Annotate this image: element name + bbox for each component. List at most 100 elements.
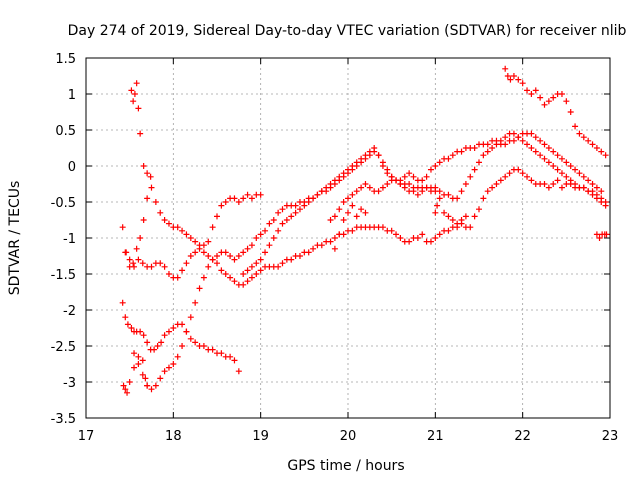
data-point-marker: [262, 249, 269, 256]
data-point-marker: [484, 188, 491, 195]
data-point-marker: [489, 145, 496, 151]
data-point-marker: [349, 202, 356, 209]
data-layer: [119, 65, 610, 396]
data-point-marker: [140, 332, 147, 339]
data-point-marker: [222, 199, 229, 205]
data-point-marker: [331, 245, 338, 252]
data-point-marker: [205, 263, 212, 270]
data-point-marker: [151, 346, 158, 353]
data-point-marker: [275, 227, 282, 234]
data-point-marker: [532, 148, 539, 155]
data-point-marker: [218, 202, 225, 209]
data-point-marker: [476, 159, 482, 166]
y-tick-label: 1.5: [55, 52, 76, 67]
data-point-marker: [214, 253, 220, 259]
data-point-marker: [397, 181, 404, 187]
data-point-marker: [119, 224, 126, 231]
data-point-marker: [292, 209, 299, 216]
data-point-marker: [231, 278, 238, 285]
data-point-marker: [349, 191, 356, 198]
data-point-marker: [144, 339, 151, 346]
data-point-marker: [589, 181, 596, 187]
data-point-marker: [205, 238, 212, 245]
data-point-marker: [558, 91, 565, 97]
data-point-marker: [419, 231, 426, 238]
data-point-marker: [336, 206, 343, 213]
data-point-marker: [554, 177, 561, 184]
data-point-marker: [563, 159, 570, 166]
data-point-marker: [484, 141, 491, 148]
data-point-marker: [576, 130, 583, 137]
data-point-marker: [480, 195, 487, 202]
data-point-marker: [528, 91, 535, 97]
data-point-marker: [598, 188, 605, 195]
data-point-marker: [353, 159, 360, 166]
x-tick-label: 21: [427, 429, 444, 444]
x-tick-label: 18: [165, 429, 182, 444]
data-point-marker: [454, 220, 461, 227]
data-point-marker: [253, 260, 260, 267]
data-point-marker: [161, 368, 168, 375]
data-point-marker: [401, 173, 408, 180]
data-point-marker: [434, 202, 441, 209]
data-point-marker: [122, 249, 129, 256]
data-point-marker: [366, 148, 373, 155]
data-point-marker: [580, 173, 587, 180]
data-point-marker: [362, 209, 369, 216]
data-point-marker: [266, 220, 273, 227]
y-tick-label: -3.5: [51, 412, 76, 427]
data-point-marker: [563, 173, 570, 180]
data-point-marker: [200, 274, 207, 281]
data-point-marker: [585, 177, 592, 184]
data-point-marker: [471, 213, 478, 220]
data-point-marker: [532, 87, 539, 94]
data-point-marker: [502, 65, 509, 72]
data-point-marker: [598, 195, 605, 202]
chart-title: Day 274 of 2019, Sidereal Day-to-day VTE…: [68, 23, 627, 39]
data-point-marker: [467, 224, 474, 231]
data-point-marker: [519, 137, 526, 144]
data-point-marker: [397, 235, 404, 241]
data-point-marker: [126, 256, 133, 263]
data-point-marker: [165, 220, 172, 227]
data-point-marker: [349, 227, 356, 234]
data-point-marker: [183, 328, 190, 335]
data-point-marker: [489, 184, 496, 191]
data-point-marker: [135, 256, 142, 263]
data-point-marker: [165, 328, 172, 335]
data-point-marker: [235, 368, 242, 375]
data-point-marker: [602, 152, 609, 159]
data-point-marker: [603, 231, 610, 238]
data-point-marker: [137, 328, 144, 335]
data-point-marker: [279, 206, 286, 213]
y-tick-label: -1.5: [51, 268, 76, 283]
data-point-marker: [436, 188, 443, 195]
data-point-marker: [253, 235, 260, 241]
data-point-marker: [310, 195, 317, 202]
data-point-marker: [406, 238, 413, 245]
data-point-marker: [187, 335, 194, 342]
data-point-marker: [148, 263, 155, 270]
y-tick-label: -3: [63, 376, 76, 391]
x-axis-title: GPS time / hours: [287, 458, 404, 474]
data-point-marker: [144, 382, 151, 389]
data-point-marker: [436, 159, 443, 166]
data-point-marker: [393, 177, 400, 184]
data-point-marker: [240, 271, 247, 277]
data-point-marker: [157, 375, 164, 382]
y-axis-title: SDTVAR / TECUs: [7, 181, 23, 296]
data-point-marker: [133, 245, 140, 252]
data-point-marker: [379, 184, 386, 191]
data-point-marker: [458, 188, 465, 195]
data-point-marker: [157, 209, 164, 216]
data-point-marker: [288, 256, 295, 263]
data-point-marker: [441, 209, 448, 216]
data-point-marker: [305, 249, 312, 256]
data-point-marker: [545, 184, 552, 191]
data-point-marker: [576, 170, 583, 177]
data-point-marker: [122, 386, 129, 393]
data-point-marker: [257, 231, 264, 238]
data-point-marker: [371, 145, 378, 151]
data-point-marker: [257, 267, 264, 274]
data-point-marker: [502, 173, 509, 180]
